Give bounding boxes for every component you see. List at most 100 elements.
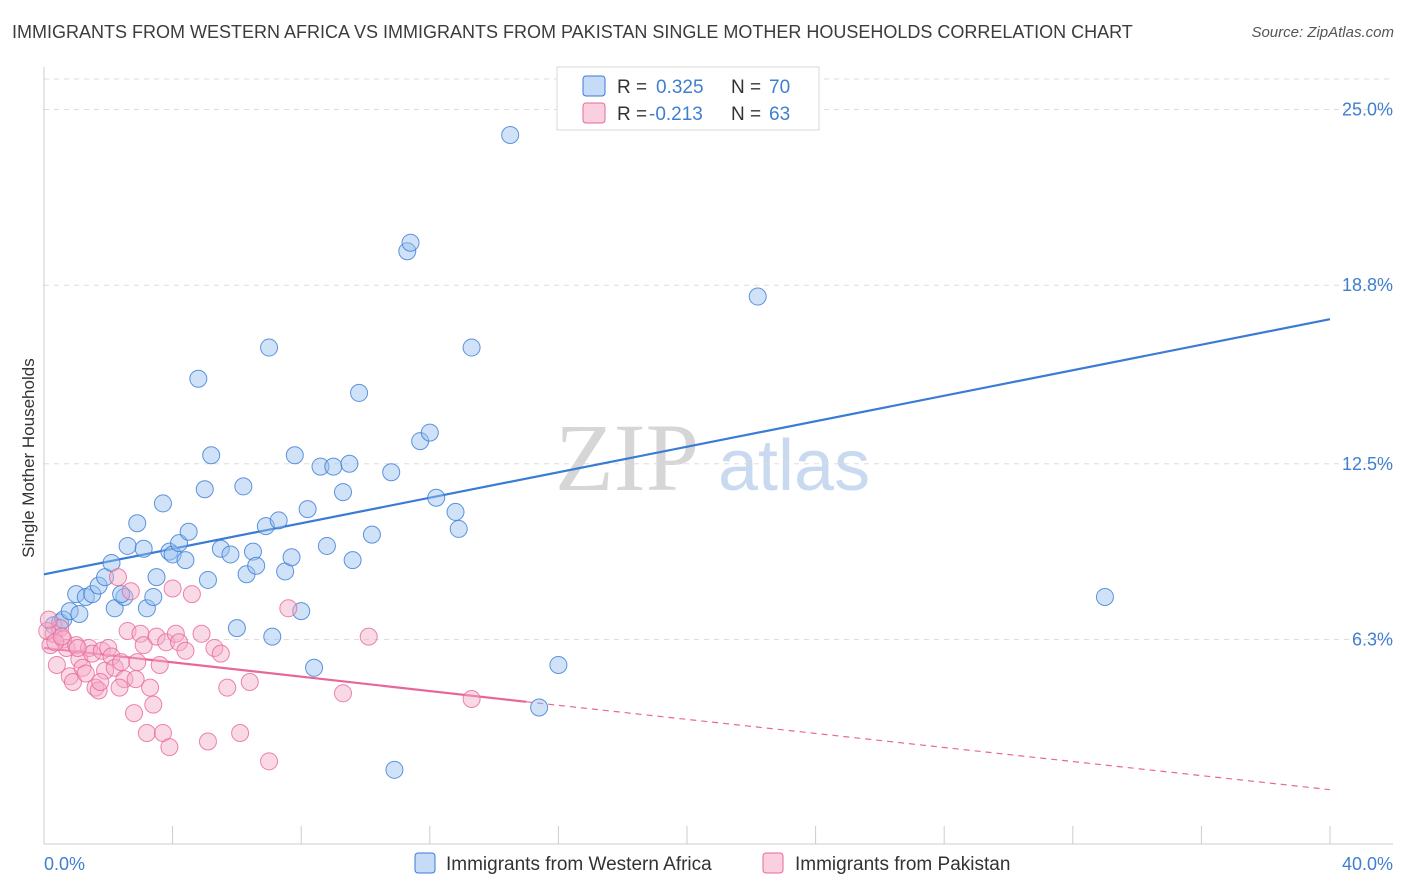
point-western-africa	[382, 463, 401, 482]
point-pakistan	[121, 582, 140, 601]
point-pakistan	[147, 627, 166, 646]
point-pakistan	[141, 678, 160, 697]
x-tick-label-left: 0.0%	[44, 854, 85, 874]
bottom-legend-swatch-blue	[414, 852, 436, 874]
watermark-zip: ZIP	[555, 404, 699, 511]
point-western-africa	[1095, 587, 1114, 606]
point-pakistan	[279, 599, 298, 618]
point-pakistan	[63, 672, 82, 691]
legend-r-label-2: R =	[617, 104, 647, 125]
y-axis-label: Single Mother Households	[19, 358, 38, 557]
point-western-africa	[530, 698, 549, 717]
chart-source: Source: ZipAtlas.com	[1251, 24, 1394, 41]
x-tick-label-right: 40.0%	[1342, 854, 1393, 874]
point-western-africa	[748, 287, 767, 306]
point-pakistan	[134, 636, 153, 655]
point-western-africa	[153, 494, 172, 513]
legend-swatch-blue	[582, 75, 606, 97]
trend-lines	[43, 318, 1331, 791]
point-pakistan	[144, 695, 163, 714]
point-western-africa	[427, 488, 446, 507]
point-western-africa	[282, 548, 301, 567]
point-pakistan	[47, 655, 66, 674]
point-western-africa	[549, 655, 568, 674]
point-western-africa	[227, 619, 246, 638]
point-western-africa	[134, 539, 153, 558]
point-pakistan	[73, 658, 92, 677]
point-pakistan	[198, 732, 217, 751]
legend-n-value-2: 63	[769, 104, 790, 125]
point-pakistan	[160, 738, 179, 757]
point-western-africa	[446, 502, 465, 521]
point-western-africa	[234, 477, 253, 496]
y-tick-label: 12.5%	[1342, 454, 1393, 474]
y-tick-label: 25.0%	[1342, 100, 1393, 120]
point-western-africa	[401, 233, 420, 252]
point-western-africa	[462, 338, 481, 357]
y-tick-label: 6.3%	[1352, 629, 1393, 649]
trend-line-western-africa	[43, 318, 1331, 576]
point-western-africa	[317, 536, 336, 555]
point-western-africa	[137, 599, 156, 618]
trend-line-pakistan	[43, 646, 527, 703]
point-pakistan	[110, 678, 129, 697]
legend-n-value-1: 70	[769, 77, 790, 98]
point-pakistan	[112, 653, 131, 672]
point-pakistan	[240, 672, 259, 691]
point-western-africa	[285, 446, 304, 465]
point-western-africa	[333, 483, 352, 502]
point-pakistan	[128, 653, 147, 672]
point-western-africa	[420, 423, 439, 442]
chart-title: IMMIGRANTS FROM WESTERN AFRICA VS IMMIGR…	[12, 22, 1133, 42]
point-pakistan	[137, 723, 156, 742]
point-western-africa	[198, 570, 217, 589]
point-pakistan	[102, 647, 121, 666]
legend-r-value-1: 0.325	[656, 77, 704, 98]
point-pakistan	[39, 610, 58, 629]
point-pakistan	[218, 678, 237, 697]
point-western-africa	[176, 551, 195, 570]
point-western-africa	[260, 338, 279, 357]
point-western-africa	[147, 568, 166, 587]
point-western-africa	[263, 627, 282, 646]
point-western-africa	[247, 556, 266, 575]
point-pakistan	[462, 689, 481, 708]
point-pakistan	[126, 670, 145, 689]
point-pakistan	[125, 704, 144, 723]
point-western-africa	[362, 525, 381, 544]
bottom-legend-label-pink: Immigrants from Pakistan	[795, 854, 1010, 875]
point-pakistan	[333, 684, 352, 703]
point-western-africa	[311, 457, 330, 476]
point-pakistan	[68, 638, 87, 657]
point-western-africa	[298, 500, 317, 519]
data-points	[38, 126, 1114, 779]
bottom-legend: Immigrants from Western Africa Immigrant…	[414, 852, 1010, 875]
point-western-africa	[179, 522, 198, 541]
point-western-africa	[340, 454, 359, 473]
point-pakistan	[108, 568, 127, 587]
point-western-africa	[501, 126, 520, 145]
trend-line-pakistan-extension	[526, 701, 1331, 791]
point-pakistan	[52, 627, 71, 646]
point-western-africa	[385, 760, 404, 779]
point-western-africa	[211, 539, 230, 558]
watermark-atlas: atlas	[718, 426, 870, 506]
point-western-africa	[202, 446, 221, 465]
point-western-africa	[221, 545, 240, 564]
point-pakistan	[76, 664, 95, 683]
point-pakistan	[231, 723, 250, 742]
point-pakistan	[260, 752, 279, 771]
legend-r-value-2: -0.213	[649, 104, 703, 125]
point-western-africa	[195, 480, 214, 499]
point-western-africa	[118, 536, 137, 555]
point-western-africa	[350, 383, 369, 402]
legend-r-label-1: R =	[617, 77, 647, 98]
point-western-africa	[128, 514, 147, 533]
y-tick-labels: 25.0% 18.8% 12.5% 6.3%	[1342, 100, 1393, 650]
point-western-africa	[305, 658, 324, 677]
point-pakistan	[192, 624, 211, 643]
point-pakistan	[359, 627, 378, 646]
point-pakistan	[176, 641, 195, 660]
point-western-africa	[449, 519, 468, 538]
